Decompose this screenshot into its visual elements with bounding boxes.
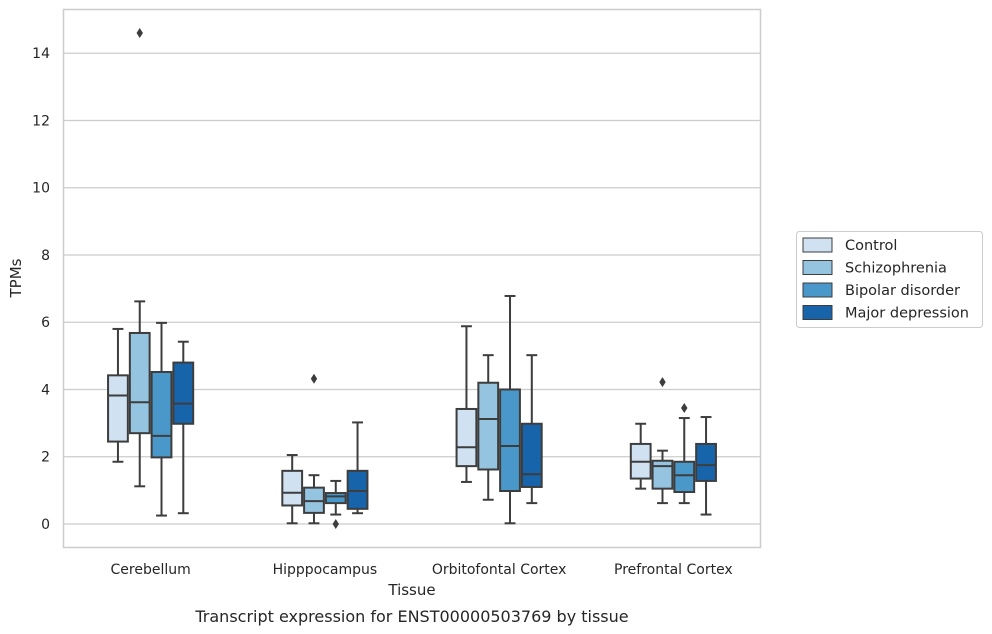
y-tick-label: 4 [41, 382, 50, 398]
box-control [107, 327, 129, 463]
outlier-point [659, 377, 666, 388]
y-tick-label: 14 [32, 46, 50, 62]
box-iqr [128, 331, 151, 435]
box-iqr [346, 469, 369, 510]
y-tick-label: 10 [32, 181, 50, 197]
box-iqr [651, 459, 674, 490]
plot-area-frame [62, 8, 762, 549]
box-iqr [477, 381, 500, 471]
box-schizophrenia [477, 354, 500, 501]
y-tick-label: 0 [41, 517, 50, 533]
legend-frame [796, 231, 983, 328]
box-iqr [455, 407, 478, 468]
box-iqr [695, 442, 717, 482]
box-layer [107, 28, 717, 529]
box-iqr [150, 370, 173, 459]
x-tick-label: Hipppocampus [273, 562, 378, 578]
box-schizophrenia [303, 373, 325, 525]
box-major-depression [695, 416, 717, 516]
y-tick-labels: 0 2 4 6 8 10 12 14 [32, 46, 50, 533]
legend-label: Schizophrenia [845, 261, 947, 277]
x-tick-labels: Cerebellum Hipppocampus Orbitofontal Corte… [111, 562, 733, 578]
x-tick-label: Orbitofontal Cortex [432, 562, 567, 578]
box-schizophrenia [128, 28, 151, 488]
legend-swatch [802, 260, 833, 275]
box-iqr [673, 460, 696, 494]
chart-caption: Transcript expression for ENST0000050376… [194, 607, 628, 626]
box-iqr [520, 422, 543, 488]
legend-label: Control [845, 238, 897, 254]
outlier-point [310, 373, 318, 384]
box-major-depression [172, 340, 195, 515]
y-tick-label: 12 [32, 113, 50, 129]
x-tick-label: Cerebellum [111, 562, 191, 578]
legend-swatch [802, 237, 833, 253]
box-control [281, 454, 304, 525]
y-tick-label: 8 [41, 248, 50, 264]
legend-swatch [802, 305, 833, 320]
box-schizophrenia [651, 377, 674, 505]
box-iqr [107, 374, 129, 443]
legend: Control Schizophrenia Bipolar disorder Majo… [796, 231, 983, 328]
box-bipolar-disorder [150, 321, 173, 517]
box-major-depression [520, 354, 543, 505]
box-control [455, 325, 478, 483]
y-tick-label: 6 [41, 315, 50, 331]
legend-label: Major depression [845, 306, 969, 322]
x-tick-label: Prefrontal Cortex [614, 562, 733, 578]
legend-swatch [802, 282, 833, 298]
x-axis-label: Tissue [387, 581, 435, 599]
y-tick-label: 2 [41, 450, 50, 466]
box-iqr [499, 388, 521, 493]
box-major-depression [346, 421, 369, 515]
box-bipolar-disorder [499, 294, 521, 525]
outlier-point [136, 28, 143, 39]
legend-label: Bipolar disorder [845, 283, 960, 299]
box-bipolar-disorder [673, 402, 696, 505]
outlier-point [332, 518, 339, 529]
outlier-point [681, 402, 688, 413]
box-iqr [281, 469, 304, 507]
box-control [629, 422, 652, 490]
y-axis-label: TPMs [7, 258, 25, 298]
box-iqr [172, 361, 195, 425]
box-bipolar-disorder [324, 479, 347, 529]
box-iqr [324, 492, 347, 505]
